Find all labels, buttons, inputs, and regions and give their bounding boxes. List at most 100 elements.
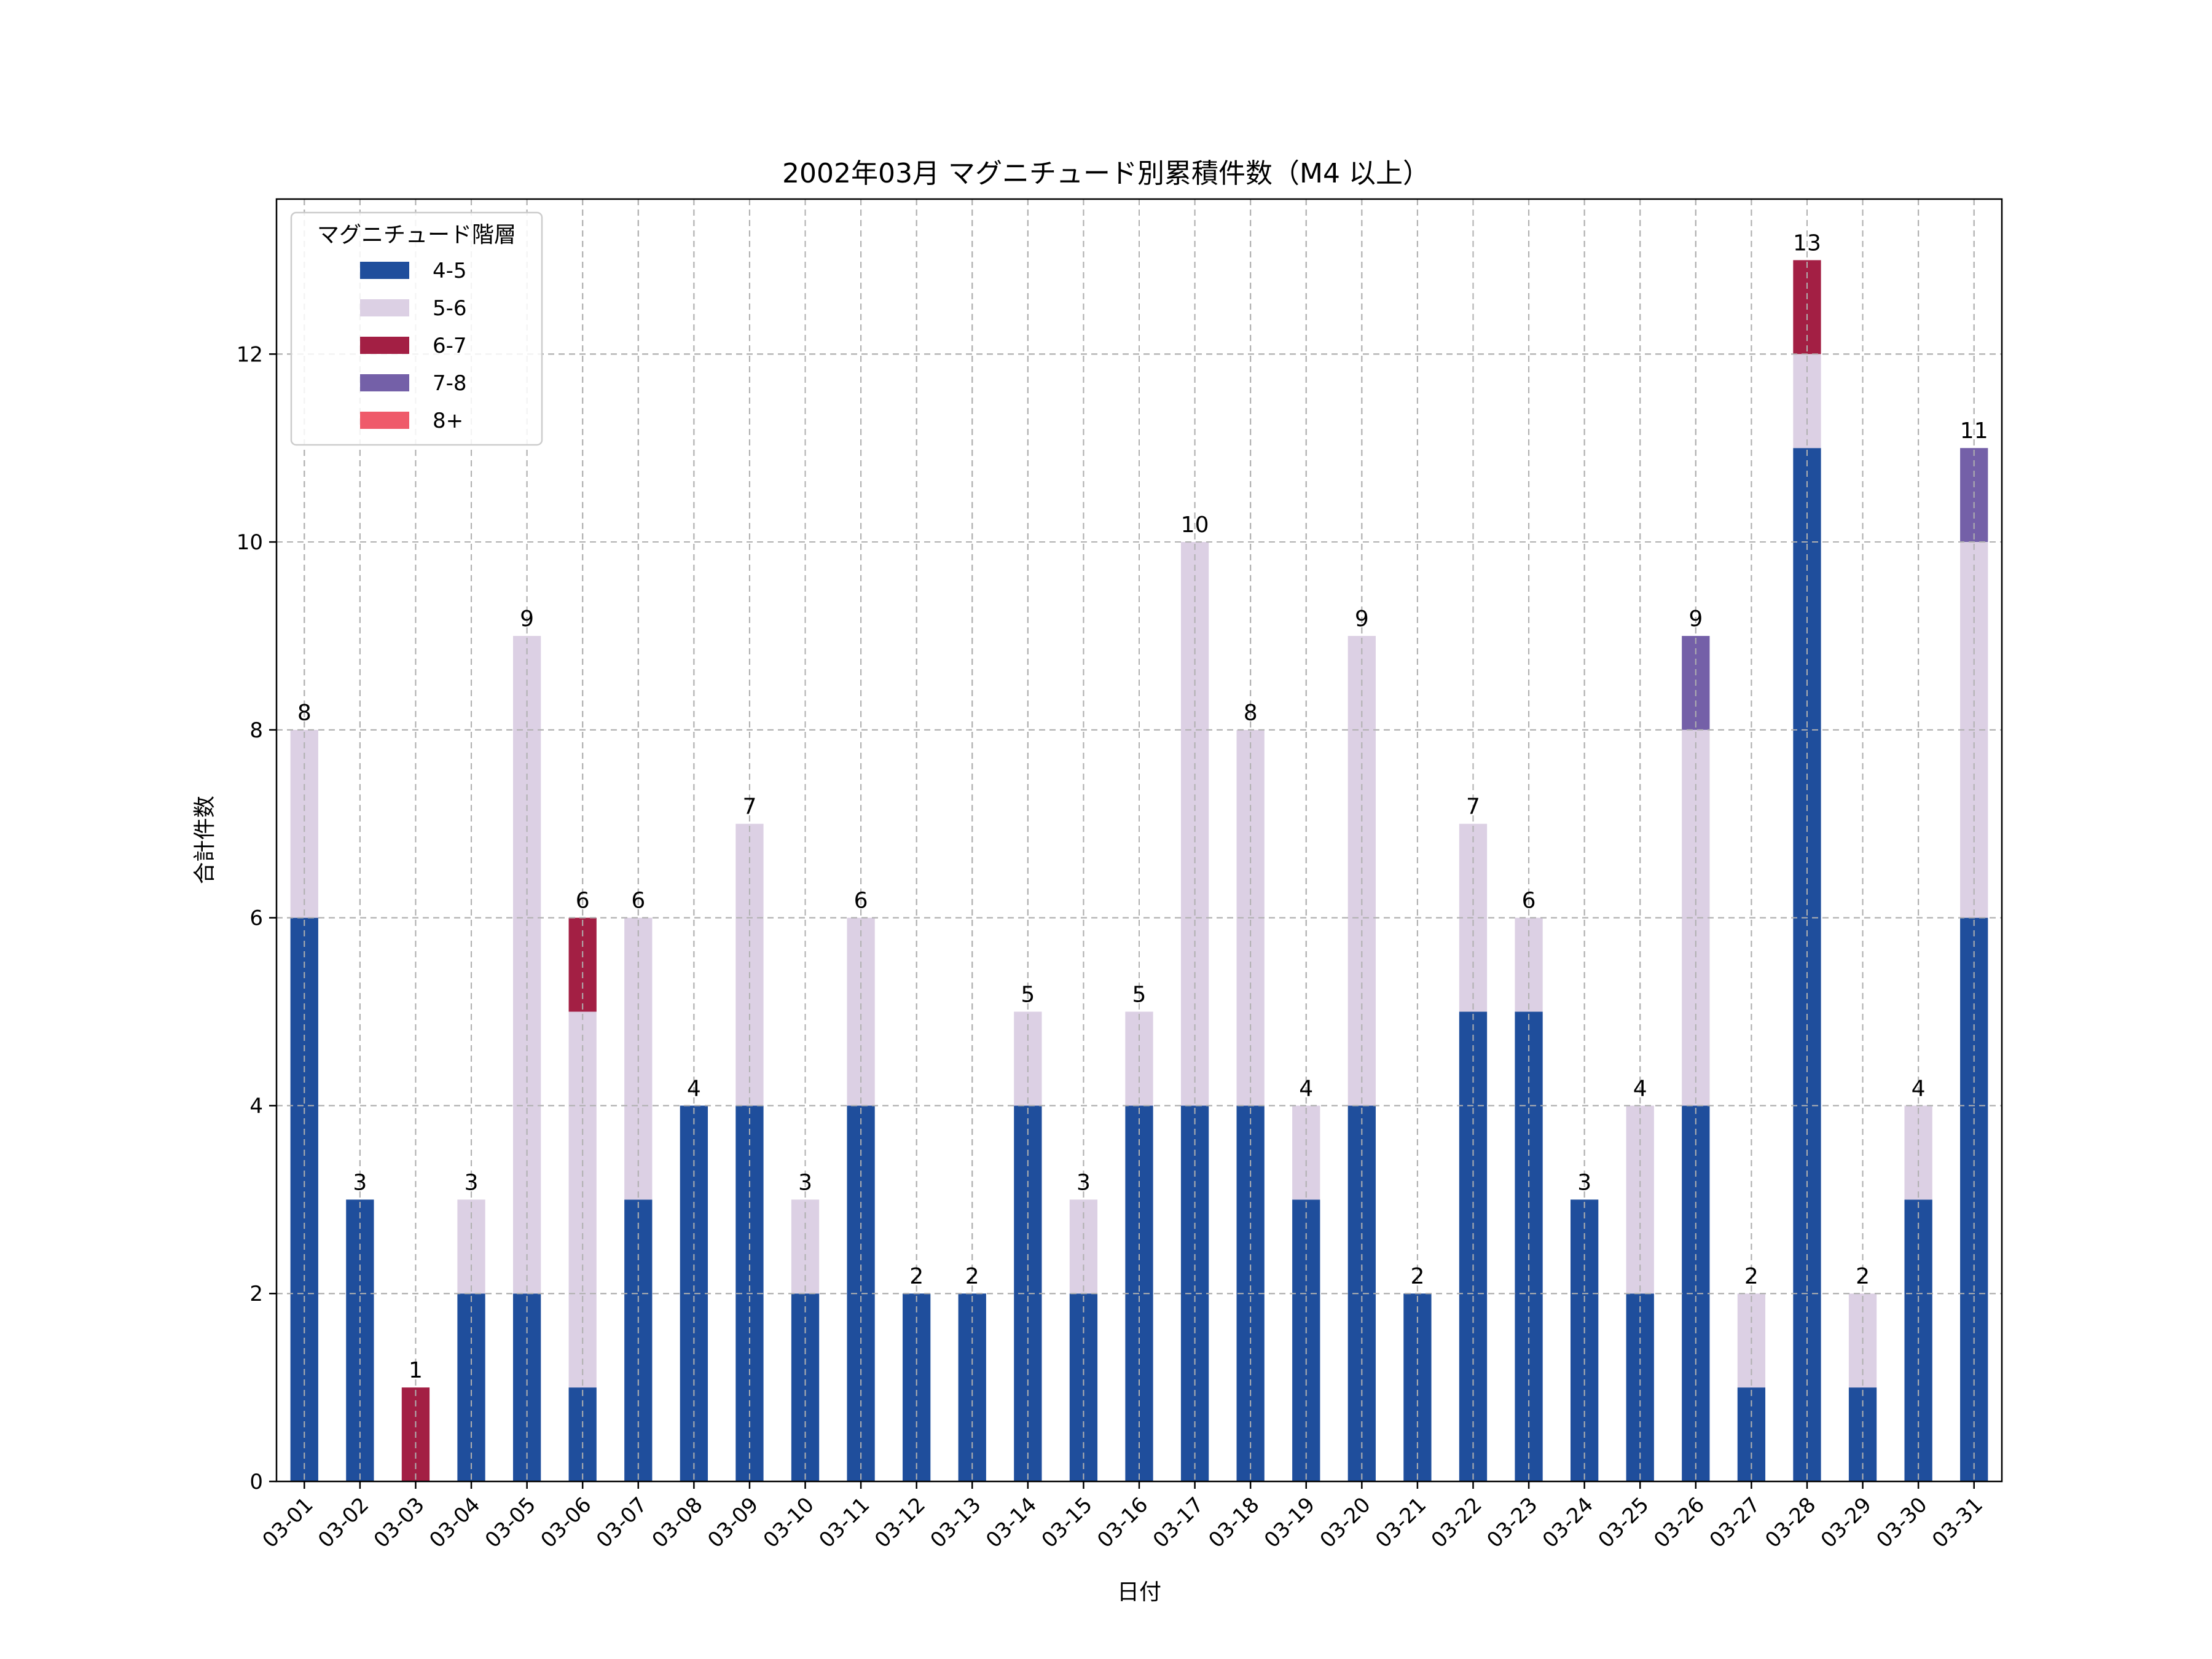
bar-total-label: 2 [909,1264,924,1289]
y-tick-label: 6 [249,906,263,931]
legend-title: マグニチュード階層 [317,222,516,248]
legend-swatch [360,299,409,316]
bar-total-label: 4 [1633,1076,1647,1101]
bar-segment [1682,1105,1710,1481]
bar-segment [1069,1293,1098,1481]
bar-total-label: 4 [1299,1076,1313,1101]
x-tick-label: 03-23 [1482,1492,1542,1553]
x-tick-label: 03-06 [536,1492,596,1553]
legend: マグニチュード階層 4-5 5-6 6-7 7-8 8+ [290,211,543,446]
x-tick-label: 03-29 [1816,1492,1877,1553]
x-tick-label: 03-05 [480,1492,541,1553]
x-tick-label: 03-27 [1705,1492,1765,1553]
bar-segment [847,917,875,1106]
bar-total-label: 9 [520,606,534,632]
bar-segment [1960,917,1988,1481]
bar-segment [568,1011,597,1388]
y-tick-label: 8 [249,718,263,743]
bar-total-label: 3 [1077,1170,1091,1195]
x-tick-label: 03-07 [592,1492,652,1553]
bar-total-label: 2 [1410,1264,1424,1289]
bar-total-label: 4 [687,1076,701,1101]
x-tick-label: 03-16 [1092,1492,1153,1553]
bar-total-label: 2 [1856,1264,1870,1289]
legend-box [290,211,543,446]
legend-swatch [360,262,409,279]
x-tick-label: 03-01 [258,1492,318,1553]
bar-segment [1682,729,1710,1106]
legend-swatch [360,412,409,429]
y-tick-label: 4 [249,1094,263,1118]
bar-total-label: 4 [1912,1076,1926,1101]
bar-total-label: 2 [1744,1264,1759,1289]
bar-total-label: 3 [465,1170,479,1195]
bar-total-label: 8 [297,700,312,726]
legend-entries: 4-5 5-6 6-7 7-8 8+ [360,259,467,433]
x-tick-label: 03-04 [425,1492,485,1553]
bar-segment [903,1293,931,1481]
x-tick-label: 03-20 [1316,1492,1376,1553]
x-tick-label: 03-22 [1427,1492,1487,1553]
bar-total-label: 3 [353,1170,367,1195]
x-tick-label: 03-26 [1649,1492,1709,1553]
bar-segment [1180,542,1209,1106]
bar-segment [457,1293,485,1481]
x-tick-label: 03-31 [1928,1492,1988,1553]
x-tick-label: 03-10 [759,1492,819,1553]
x-tick-label: 03-21 [1371,1492,1431,1553]
x-tick-label: 03-19 [1260,1492,1320,1553]
legend-swatch [360,374,409,391]
x-axis: 03-0103-0203-0303-0403-0503-0603-0703-08… [258,1481,1988,1553]
legend-swatch [360,337,409,354]
x-tick-label: 03-25 [1593,1492,1653,1553]
x-tick-label: 03-18 [1204,1492,1264,1553]
bar-total-label: 2 [965,1264,979,1289]
bar-total-label: 13 [1793,230,1821,256]
x-tick-label: 03-12 [870,1492,930,1553]
bar-total-label: 10 [1181,512,1209,538]
bar-segment [1626,1293,1654,1481]
bar-segment [1403,1293,1432,1481]
bar-total-label: 9 [1688,606,1703,632]
x-tick-label: 03-09 [703,1492,763,1553]
y-tick-label: 12 [237,342,263,367]
bar-total-label: 3 [1577,1170,1591,1195]
legend-label: 6-7 [433,334,467,358]
x-tick-label: 03-14 [981,1492,1041,1553]
x-tick-label: 03-11 [814,1492,874,1553]
bar-total-label: 6 [1522,888,1536,914]
chart-title: 2002年03月 マグニチュード別累積件数（M4 以上） [782,158,1430,189]
bar-segment [958,1293,986,1481]
y-tick-label: 10 [237,530,263,555]
x-tick-label: 03-13 [925,1492,986,1553]
bar-total-label: 7 [742,794,756,820]
bar-total-label: 8 [1244,700,1258,726]
bar-total-label: 6 [576,888,590,914]
bar-total-label: 7 [1466,794,1480,820]
bar-segment [512,1293,541,1481]
bar-total-label: 5 [1021,982,1035,1008]
legend-label: 5-6 [433,296,467,321]
bar-segment [290,917,318,1481]
x-tick-label: 03-02 [313,1492,374,1553]
x-axis-label: 日付 [1117,1580,1161,1605]
bar-total-label: 9 [1355,606,1369,632]
x-tick-label: 03-15 [1037,1492,1097,1553]
y-tick-label: 0 [249,1470,263,1494]
x-tick-label: 03-28 [1760,1492,1821,1553]
bar-total-label: 3 [798,1170,812,1195]
bar-segment [290,729,318,918]
x-tick-label: 03-30 [1872,1492,1932,1553]
bar-total-label: 11 [1960,418,1988,444]
legend-label: 4-5 [433,259,467,283]
x-tick-label: 03-08 [648,1492,708,1553]
x-tick-label: 03-03 [369,1492,429,1553]
y-tick-label: 2 [249,1282,263,1306]
bar-total-label: 1 [409,1358,423,1383]
y-axis-label: 合計件数 [192,796,218,884]
bar-segment [1626,1105,1654,1294]
legend-label: 8+ [433,409,463,433]
y-axis: 0 2 4 6 8 10 12 [237,342,276,1494]
